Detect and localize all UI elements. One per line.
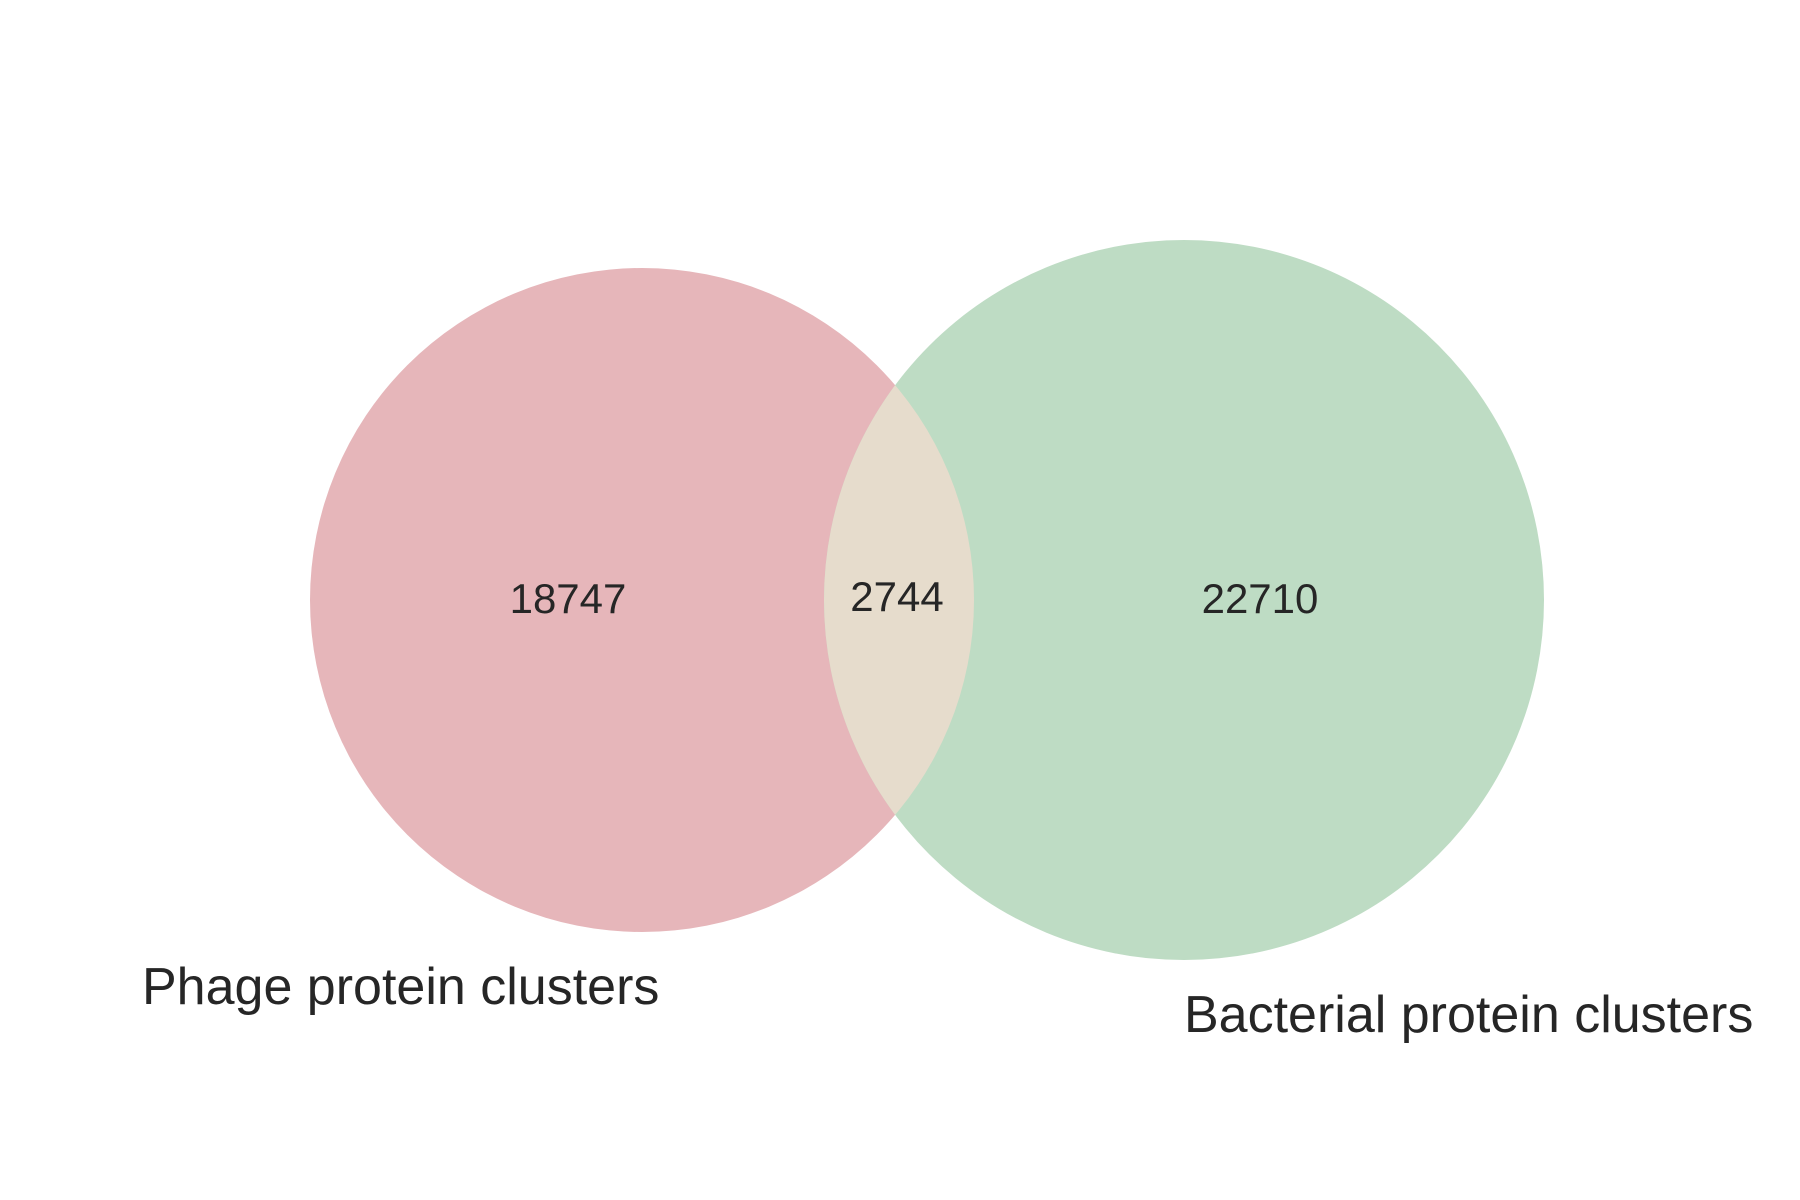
bacterial-set-label: Bacterial protein clusters [1184, 986, 1753, 1044]
phage-set-label: Phage protein clusters [142, 958, 659, 1016]
bacterial-set-circle [824, 240, 1544, 960]
phage-only-count: 18747 [510, 575, 627, 622]
intersection-count: 2744 [850, 573, 943, 620]
phage-set-circle [310, 268, 974, 932]
bacterial-only-count: 22710 [1202, 575, 1319, 622]
